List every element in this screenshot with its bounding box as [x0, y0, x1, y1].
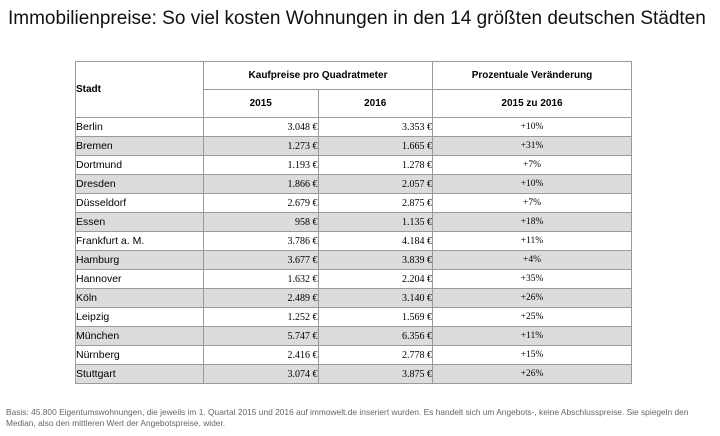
- change-cell: +31%: [432, 136, 632, 156]
- price-2016-cell: 3.353 €: [317, 117, 433, 137]
- change-cell: +4%: [432, 250, 632, 270]
- price-2015-cell: 1.866 €: [203, 174, 319, 194]
- change-cell: +10%: [432, 174, 632, 194]
- price-2015-cell: 958 €: [203, 212, 319, 232]
- city-cell: Frankfurt a. M.: [75, 231, 204, 251]
- city-cell: Essen: [75, 212, 204, 232]
- price-2016-cell: 4.184 €: [317, 231, 433, 251]
- city-cell: Hannover: [75, 269, 204, 289]
- header-row-top: Stadt Kaufpreise pro Quadratmeter Prozen…: [75, 61, 632, 118]
- column-header-change-range: 2015 zu 2016: [432, 89, 632, 118]
- price-2015-cell: 2.416 €: [203, 345, 319, 365]
- table-row: Köln 2.489 €3.140 € +26%: [75, 288, 632, 308]
- table-row: Düsseldorf 2.679 €2.875 € +7%: [75, 193, 632, 213]
- price-2016-cell: 2.057 €: [317, 174, 433, 194]
- change-cell: +10%: [432, 117, 632, 137]
- city-cell: Dresden: [75, 174, 204, 194]
- price-2016-cell: 2.875 €: [317, 193, 433, 213]
- column-group-header-prices: Kaufpreise pro Quadratmeter: [203, 61, 433, 90]
- price-2016-cell: 2.778 €: [317, 345, 433, 365]
- city-cell: Stuttgart: [75, 364, 204, 384]
- price-2016-cell: 1.569 €: [317, 307, 433, 327]
- city-cell: München: [75, 326, 204, 346]
- table-row: Nürnberg 2.416 €2.778 € +15%: [75, 345, 632, 365]
- price-2016-cell: 2.204 €: [317, 269, 433, 289]
- price-2016-cell: 3.140 €: [317, 288, 433, 308]
- table-row: München 5.747 €6.356 € +11%: [75, 326, 632, 346]
- column-header-city: Stadt: [75, 61, 204, 118]
- price-2016-cell: 3.875 €: [317, 364, 433, 384]
- city-cell: Düsseldorf: [75, 193, 204, 213]
- price-2015-cell: 3.677 €: [203, 250, 319, 270]
- change-cell: +15%: [432, 345, 632, 365]
- change-cell: +11%: [432, 326, 632, 346]
- price-2015-cell: 2.489 €: [203, 288, 319, 308]
- change-cell: +11%: [432, 231, 632, 251]
- footnote: Basis: 45.800 Eigentumswohnungen, die je…: [6, 407, 689, 428]
- table-row: Hamburg 3.677 €3.839 € +4%: [75, 250, 632, 270]
- table-row: Essen 958 €1.135 € +18%: [75, 212, 632, 232]
- city-cell: Berlin: [75, 117, 204, 137]
- price-2016-cell: 1.278 €: [317, 155, 433, 175]
- price-2015-cell: 3.786 €: [203, 231, 319, 251]
- table-row: Frankfurt a. M. 3.786 €4.184 € +11%: [75, 231, 632, 251]
- city-cell: Leipzig: [75, 307, 204, 327]
- city-cell: Nürnberg: [75, 345, 204, 365]
- city-cell: Bremen: [75, 136, 204, 156]
- table-row: Leipzig 1.252 €1.569 € +25%: [75, 307, 632, 327]
- table-row: Stuttgart 3.074 €3.875 € +26%: [75, 364, 632, 384]
- table-row: Bremen 1.273 €1.665 € +31%: [75, 136, 632, 156]
- table-row: Hannover 1.632 €2.204 € +35%: [75, 269, 632, 289]
- price-2016-cell: 3.839 €: [317, 250, 433, 270]
- price-2015-cell: 1.632 €: [203, 269, 319, 289]
- column-header-year-2016: 2016: [317, 89, 433, 118]
- table-row: Dresden 1.866 €2.057 € +10%: [75, 174, 632, 194]
- price-2015-cell: 1.193 €: [203, 155, 319, 175]
- change-cell: +35%: [432, 269, 632, 289]
- price-2015-cell: 1.273 €: [203, 136, 319, 156]
- price-table: Stadt Kaufpreise pro Quadratmeter Prozen…: [75, 61, 632, 384]
- column-group-header-change: Prozentuale Veränderung: [432, 61, 632, 90]
- column-header-year-2015: 2015: [203, 89, 319, 118]
- price-2015-cell: 3.048 €: [203, 117, 319, 137]
- city-cell: Dortmund: [75, 155, 204, 175]
- page-title: Immobilienpreise: So viel kosten Wohnung…: [8, 8, 706, 29]
- change-cell: +7%: [432, 155, 632, 175]
- price-2016-cell: 1.135 €: [317, 212, 433, 232]
- city-cell: Köln: [75, 288, 204, 308]
- table-row: Dortmund 1.193 €1.278 € +7%: [75, 155, 632, 175]
- change-cell: +26%: [432, 288, 632, 308]
- price-2016-cell: 6.356 €: [317, 326, 433, 346]
- price-2015-cell: 1.252 €: [203, 307, 319, 327]
- change-cell: +26%: [432, 364, 632, 384]
- table-row: Berlin 3.048 €3.353 € +10%: [75, 117, 632, 137]
- change-cell: +25%: [432, 307, 632, 327]
- table-header: Stadt Kaufpreise pro Quadratmeter Prozen…: [75, 61, 632, 118]
- city-cell: Hamburg: [75, 250, 204, 270]
- price-2016-cell: 1.665 €: [317, 136, 433, 156]
- price-2015-cell: 2.679 €: [203, 193, 319, 213]
- table-body: Berlin 3.048 €3.353 € +10% Bremen 1.273 €1.6…: [75, 117, 632, 384]
- price-2015-cell: 3.074 €: [203, 364, 319, 384]
- change-cell: +18%: [432, 212, 632, 232]
- change-cell: +7%: [432, 193, 632, 213]
- price-2015-cell: 5.747 €: [203, 326, 319, 346]
